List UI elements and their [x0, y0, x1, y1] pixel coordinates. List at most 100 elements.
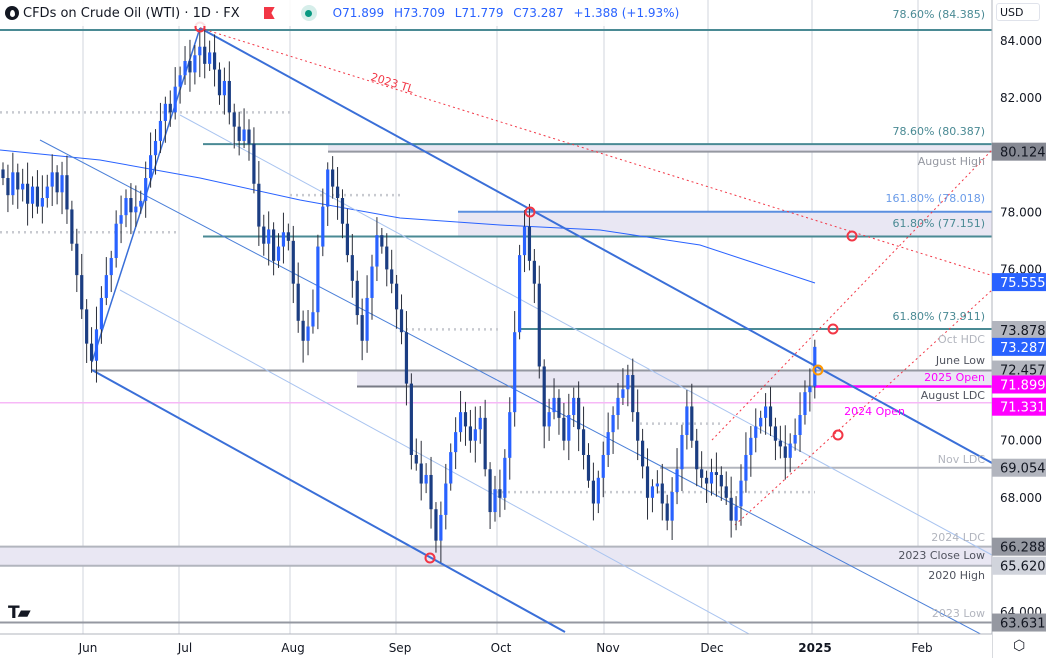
- candle-body: [340, 198, 345, 224]
- breakout-marker: [812, 364, 824, 376]
- candle-body: [134, 206, 138, 213]
- candle-body: [326, 169, 330, 207]
- candle-body: [744, 454, 748, 481]
- candle-body: [222, 80, 226, 96]
- currency-button[interactable]: USD: [996, 3, 1040, 21]
- candle-body: [85, 309, 89, 344]
- candle-body: [296, 283, 300, 321]
- price-tag-bg: [992, 375, 1046, 394]
- candle-body: [321, 206, 325, 247]
- rising-channel-lower: [734, 289, 993, 526]
- candle-body: [513, 332, 517, 413]
- candle-body: [591, 480, 595, 504]
- time-tick: Sep: [389, 641, 412, 655]
- candle-body: [768, 406, 773, 427]
- candle-body: [331, 169, 335, 187]
- candle-body: [365, 297, 369, 341]
- candle-body: [419, 463, 423, 484]
- settings-icon[interactable]: ⬡: [1013, 638, 1026, 654]
- candle-body: [404, 332, 409, 384]
- label-fib-78018: 161.80% (78.018): [885, 192, 985, 205]
- candle-body: [626, 375, 630, 390]
- channel-inner-upper: [179, 114, 993, 556]
- price-tag-bg: [992, 320, 1046, 339]
- price-tick: 82.000: [1000, 91, 1042, 105]
- pivot-marker: [827, 323, 839, 335]
- time-tick: Jul: [177, 641, 192, 655]
- candle-body: [286, 232, 290, 241]
- candle-body: [212, 52, 217, 70]
- candle-body: [488, 469, 492, 513]
- candle-body: [247, 129, 251, 144]
- candle-body: [444, 483, 448, 515]
- pivot-marker: [846, 230, 858, 242]
- candle-body: [581, 429, 586, 455]
- price-tag-bg: [992, 142, 1046, 161]
- candle-body: [700, 469, 704, 478]
- candle-body: [542, 366, 546, 427]
- candle-body: [547, 412, 551, 427]
- candle-body: [695, 440, 699, 470]
- candle-body: [764, 406, 768, 418]
- candle-body: [262, 226, 266, 244]
- candle-body: [424, 474, 428, 484]
- grid: [82, 0, 919, 634]
- candle-body: [375, 235, 379, 267]
- candle-body: [562, 417, 566, 441]
- price-tag-bg: [992, 397, 1046, 416]
- price-tag-bg: [992, 537, 1046, 556]
- candle-body: [458, 412, 463, 433]
- price-tag-bg: [992, 556, 1046, 575]
- time-tick: 2025: [798, 641, 831, 655]
- candle-body: [281, 232, 286, 247]
- close-value: C73.287: [513, 6, 564, 20]
- price-axis[interactable]: 84.00082.00078.00076.00070.00068.00064.0…: [991, 0, 1046, 658]
- time-tick: Oct: [491, 641, 512, 655]
- symbol-title[interactable]: CFDs on Crude Oil (WTI) · 1D · FX: [23, 5, 240, 21]
- moving-average: [0, 149, 816, 284]
- candle-body: [267, 229, 271, 244]
- price-tag: 69.054: [1000, 462, 1046, 477]
- candle-body: [272, 229, 276, 261]
- candle-body: [45, 186, 49, 199]
- candle-body: [163, 103, 167, 121]
- time-axis[interactable]: Jun Jul Aug Sep Oct Nov Dec 2025 Feb: [0, 633, 992, 658]
- label-oct-hdc: Oct HDC: [938, 333, 985, 346]
- candle-body: [21, 183, 25, 190]
- price-tag: 65.620: [1000, 560, 1046, 575]
- label-2023-tl: 2023 TL: [369, 70, 416, 96]
- rising-channel-upper: [711, 149, 993, 441]
- flag-icon[interactable]: [263, 7, 275, 19]
- price-tag-bg: [992, 458, 1046, 477]
- candle-body: [158, 120, 163, 141]
- candle-body: [30, 186, 35, 204]
- candle-body: [65, 175, 69, 210]
- candle-body: [360, 315, 364, 341]
- candle-body: [50, 172, 54, 187]
- candle-body: [198, 46, 202, 56]
- candle-body: [714, 472, 718, 475]
- candle-body: [242, 129, 246, 141]
- price-tick: 68.000: [1000, 491, 1042, 505]
- candle-body: [680, 434, 684, 470]
- candle-body: [773, 426, 778, 441]
- crude-oil-icon: [5, 6, 19, 20]
- candle-body: [734, 506, 738, 521]
- candle-body: [803, 392, 807, 416]
- label-fib-73: 61.80% (73.911): [892, 310, 985, 323]
- candle-body: [89, 343, 94, 361]
- price-tag: 71.331: [1000, 401, 1046, 416]
- level-labels: 78.60% (84.385) 78.60% (80.387) August Hig…: [369, 8, 985, 620]
- price-tag-bg: [992, 360, 1046, 379]
- candle-body: [257, 183, 261, 227]
- time-tick: Dec: [700, 641, 723, 655]
- candle-body: [60, 175, 64, 193]
- candle-body: [478, 417, 482, 430]
- candle-body: [1, 169, 5, 179]
- candle-body: [798, 415, 802, 435]
- candle-body: [665, 503, 669, 521]
- candle-body: [601, 454, 605, 478]
- candle-body: [557, 397, 561, 418]
- candle-body: [385, 246, 389, 270]
